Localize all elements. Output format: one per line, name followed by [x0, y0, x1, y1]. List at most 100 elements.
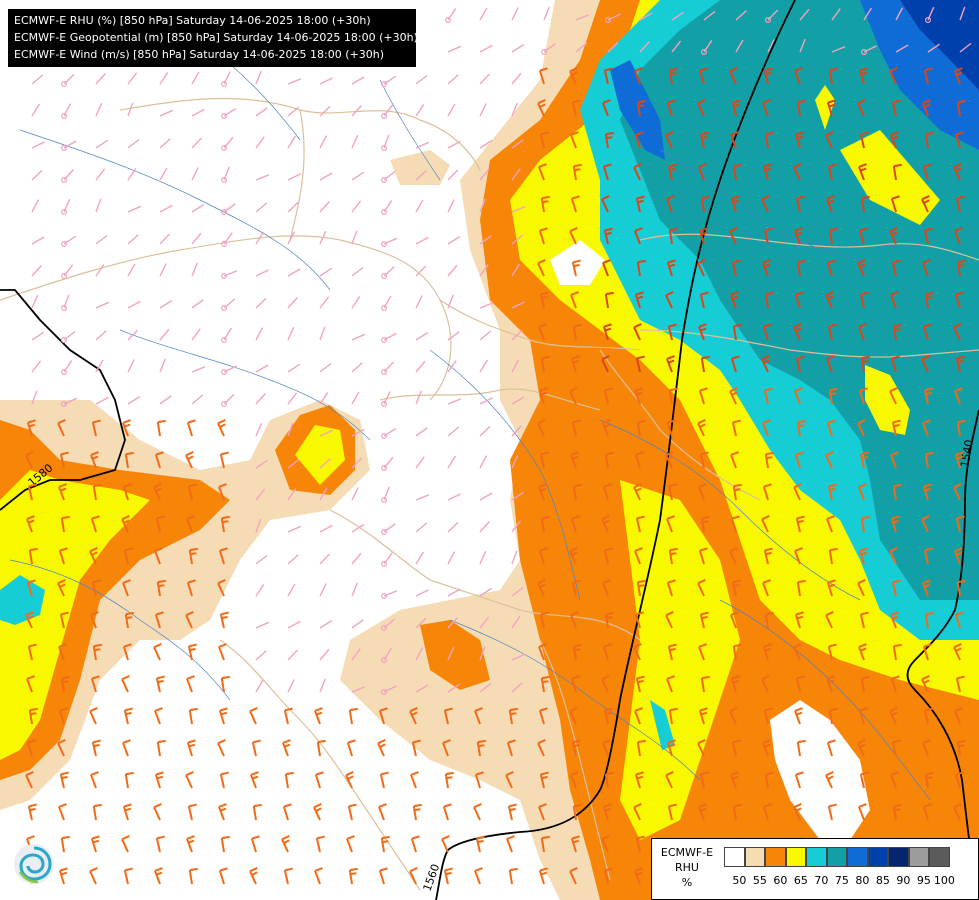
wind-barb	[479, 168, 490, 181]
wind-barb	[58, 483, 67, 501]
wind-barb	[699, 451, 709, 469]
wind-barb	[572, 483, 582, 501]
legend-tick-60: 60	[773, 874, 788, 887]
wind-barb	[255, 488, 266, 501]
wind-barb	[121, 835, 130, 853]
wind-barb	[634, 771, 644, 789]
wind-barb	[602, 99, 611, 117]
wind-barb	[570, 131, 579, 149]
wind-barb	[220, 393, 235, 408]
wind-barb	[538, 387, 548, 405]
wind-barb	[287, 173, 301, 181]
wind-barb	[857, 419, 866, 437]
wind-barb	[539, 451, 549, 469]
wind-barb	[60, 360, 73, 376]
wind-barb	[730, 515, 740, 533]
wind-barb	[319, 201, 330, 213]
wind-barb	[793, 483, 802, 501]
wind-barb	[634, 547, 643, 565]
wind-barb	[922, 419, 931, 437]
wind-barb	[447, 103, 456, 117]
wind-barb	[601, 515, 610, 533]
wind-barb	[665, 611, 674, 629]
wind-barb	[511, 586, 524, 597]
wind-barb	[665, 451, 674, 469]
wind-barb	[922, 579, 931, 597]
wind-barb	[159, 167, 168, 181]
wind-barb	[187, 643, 197, 661]
wind-barb	[954, 291, 964, 309]
wind-barb	[825, 771, 834, 789]
wind-barb	[191, 71, 200, 85]
wind-barb	[890, 675, 900, 693]
wind-barb	[319, 230, 327, 245]
contour-label-1560: 1560	[421, 862, 443, 893]
wind-barb	[185, 771, 194, 789]
wind-barb	[570, 195, 580, 213]
wind-barb	[700, 675, 710, 693]
wind-barb	[505, 771, 514, 789]
wind-barb	[826, 195, 835, 213]
wind-barb	[95, 264, 105, 277]
wind-barb	[351, 362, 363, 373]
wind-barb	[447, 646, 455, 661]
wind-barb	[220, 327, 233, 344]
wind-barb	[922, 739, 931, 757]
wind-barb	[380, 647, 393, 664]
wind-barb	[287, 326, 295, 341]
wind-barb	[31, 236, 45, 245]
wind-barb	[697, 259, 706, 277]
wind-barb	[159, 233, 171, 245]
wind-barb	[26, 515, 35, 533]
wind-barb	[826, 355, 835, 373]
wind-barb	[58, 643, 67, 661]
wind-barb	[572, 643, 582, 661]
wind-barb	[479, 139, 493, 149]
wind-barb	[511, 168, 521, 181]
wind-barb	[511, 653, 526, 661]
wind-barb	[665, 771, 674, 789]
wind-barb	[447, 455, 457, 469]
wind-barb	[569, 387, 578, 405]
wind-barb	[31, 199, 40, 213]
wind-barb	[159, 395, 172, 405]
ecmwf-swirl-logo-icon	[12, 842, 56, 886]
wind-barb	[922, 259, 931, 277]
wind-barb	[479, 264, 489, 277]
wind-barb	[479, 425, 491, 437]
wind-barb	[58, 707, 68, 725]
wind-barb	[287, 363, 300, 373]
wind-barb	[892, 163, 902, 181]
wind-barb	[447, 169, 459, 181]
wind-barb	[415, 684, 429, 693]
wind-barb	[923, 547, 933, 565]
wind-barb	[603, 707, 613, 725]
wind-barb	[249, 867, 258, 885]
wind-barb	[255, 554, 268, 565]
wind-barb	[540, 355, 550, 373]
legend-swatch-4	[806, 847, 827, 867]
wind-barb	[634, 867, 643, 885]
wind-barb	[251, 739, 261, 757]
wind-barb	[793, 643, 802, 661]
wind-barb	[287, 135, 297, 149]
wind-barb	[255, 107, 268, 117]
wind-barb	[570, 675, 580, 693]
wind-barb	[191, 366, 206, 373]
wind-barb	[731, 579, 741, 597]
wind-barb	[511, 139, 524, 149]
wind-barb	[124, 771, 134, 789]
legend-swatches	[724, 847, 950, 867]
wind-barb	[60, 330, 76, 344]
wind-barb	[121, 675, 130, 693]
wind-barb	[319, 77, 333, 85]
wind-barb	[27, 483, 37, 501]
wind-barb	[95, 139, 108, 149]
wind-barb	[186, 675, 195, 693]
wind-barb	[479, 521, 490, 533]
wind-barb	[794, 547, 803, 565]
wind-barb	[220, 515, 230, 533]
